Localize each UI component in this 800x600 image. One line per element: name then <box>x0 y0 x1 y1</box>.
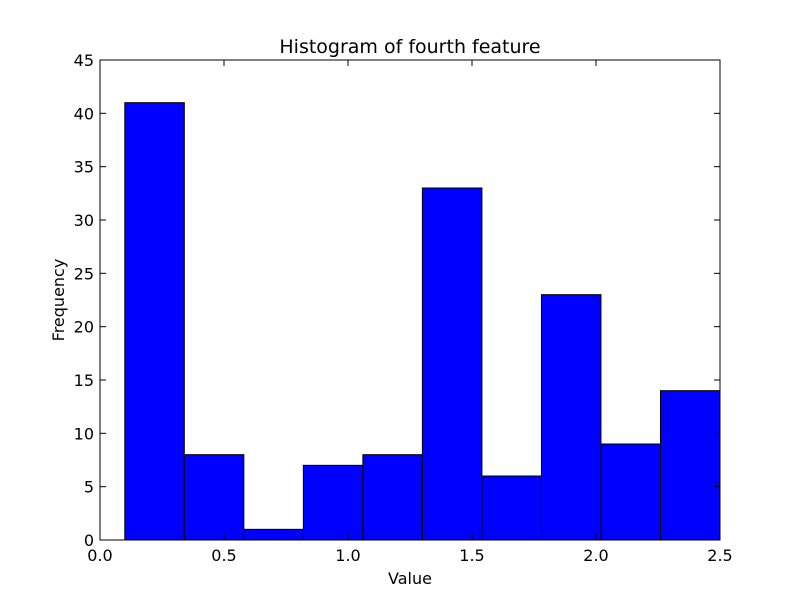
y-tick-label: 25 <box>74 264 94 283</box>
bars-layer <box>124 102 721 541</box>
y-tick-label: 45 <box>74 51 94 70</box>
y-tick-label: 5 <box>84 478 94 497</box>
x-tick-label: 2.0 <box>583 546 608 565</box>
y-tick-label: 30 <box>74 211 94 230</box>
chart-title: Histogram of fourth feature <box>279 36 540 58</box>
plot-frame <box>99 59 721 541</box>
y-tick-label: 20 <box>74 318 94 337</box>
x-tick-label: 0.5 <box>211 546 236 565</box>
histogram-bar-6 <box>421 187 483 541</box>
histogram-bar-5 <box>362 454 423 541</box>
histogram-bar-3 <box>243 528 304 541</box>
histogram-bar-9 <box>600 443 661 541</box>
y-tick-label: 40 <box>74 104 94 123</box>
x-tick-label: 0.0 <box>87 546 112 565</box>
histogram-bar-4 <box>302 464 364 541</box>
x-tick-label: 1.0 <box>335 546 360 565</box>
histogram-bar-10 <box>659 390 721 541</box>
histogram-bar-1 <box>124 102 185 541</box>
histogram-bar-8 <box>540 294 602 541</box>
x-tick-label: 2.5 <box>707 546 732 565</box>
x-axis-label: Value <box>388 569 432 588</box>
y-tick-label: 0 <box>84 531 94 550</box>
histogram-bar-7 <box>481 475 542 541</box>
x-tick-label: 1.5 <box>459 546 484 565</box>
y-tick-label: 10 <box>74 424 94 443</box>
histogram-bar-2 <box>183 454 245 541</box>
y-tick-label: 35 <box>74 158 94 177</box>
y-tick-label: 15 <box>74 371 94 390</box>
y-axis-label: Frequency <box>49 259 68 342</box>
